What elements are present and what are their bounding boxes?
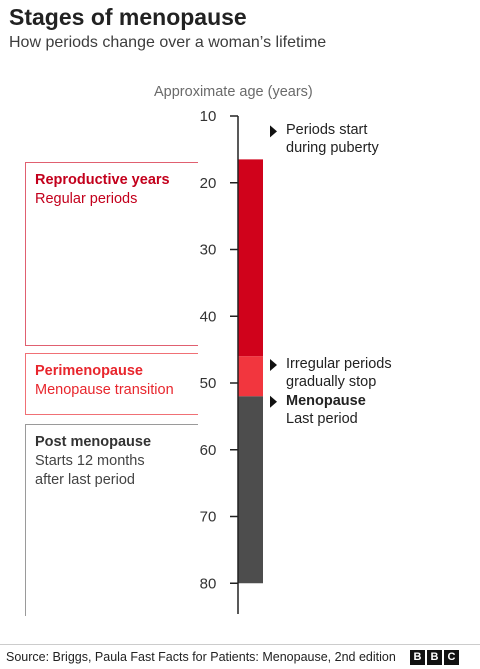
logo-letter-c: C	[444, 650, 459, 665]
stage-title-perimenopause: Perimenopause	[35, 363, 143, 379]
tick-label-10: 10	[200, 108, 217, 125]
tick-label-60: 60	[200, 442, 217, 459]
stage-box-post: Post menopause Starts 12 months after last…	[25, 424, 198, 616]
stage-title-post: Post menopause	[35, 434, 152, 450]
logo-letter-b1: B	[410, 650, 425, 665]
annotation-2-line-0: Menopause	[286, 392, 366, 409]
tick-label-30: 30	[200, 242, 217, 259]
tick-label-70: 70	[200, 509, 217, 526]
annotation-1-line-1: gradually stop	[286, 373, 377, 390]
tick-label-80: 80	[200, 575, 217, 592]
timeline-chart: 10 20 30 40 50 60 70 80	[200, 108, 277, 614]
chart-title: Stages of menopause	[9, 4, 247, 30]
tick-label-40: 40	[200, 308, 217, 325]
stage-box-reproductive: Reproductive years Regular periods	[25, 162, 198, 346]
footer-divider	[0, 644, 480, 645]
annotation-2-line-1: Last period	[286, 410, 358, 427]
bbc-logo: B B C	[410, 650, 459, 665]
stage-title-reproductive: Reproductive years	[35, 172, 170, 188]
chart-subtitle: How periods change over a woman’s lifeti…	[9, 34, 327, 51]
source-note: Source: Briggs, Paula Fast Facts for Pat…	[6, 650, 396, 664]
annotation-0-line-0: Periods start	[286, 122, 368, 139]
annotation-1-line-0: Irregular periods	[286, 355, 392, 372]
stage-desc-perimenopause: Menopause transition	[35, 382, 174, 398]
tick-label-50: 50	[200, 375, 217, 392]
axis-title: Approximate age (years)	[154, 84, 313, 100]
stage-desc-post-line-1: after last period	[35, 472, 135, 488]
annotation-0-line-1: during puberty	[286, 140, 379, 157]
annotation-arrow-0	[270, 125, 277, 138]
logo-letter-b2: B	[427, 650, 442, 665]
bar-segment-reproductive	[238, 159, 263, 357]
annotation-1: Irregular periods gradually stop	[286, 355, 392, 391]
stage-desc-reproductive: Regular periods	[35, 191, 138, 207]
bar-segment-post	[238, 396, 263, 584]
bar-segment-perimenopause	[238, 356, 263, 397]
stage-box-perimenopause: Perimenopause Menopause transition	[25, 353, 198, 415]
stage-desc-post-line-0: Starts 12 months	[35, 453, 145, 469]
annotation-0: Periods start during puberty	[286, 121, 379, 157]
annotation-arrow-1	[270, 358, 277, 371]
tick-label-20: 20	[200, 175, 217, 192]
stage-desc-post: Starts 12 months after last period	[35, 452, 198, 490]
annotation-arrow-2	[270, 395, 277, 408]
annotation-2: Menopause Last period	[286, 392, 366, 428]
